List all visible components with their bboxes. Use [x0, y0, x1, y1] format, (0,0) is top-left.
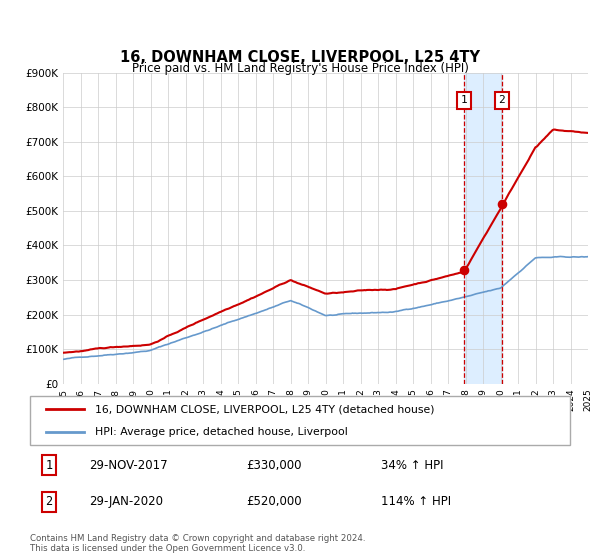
Point [497, 199, 507, 208]
Text: 1: 1 [461, 95, 467, 105]
Text: 16, DOWNHAM CLOSE, LIVERPOOL, L25 4TY: 16, DOWNHAM CLOSE, LIVERPOOL, L25 4TY [120, 50, 480, 64]
FancyBboxPatch shape [30, 396, 570, 445]
Text: 2: 2 [499, 95, 505, 105]
Text: 16, DOWNHAM CLOSE, LIVERPOOL, L25 4TY (detached house): 16, DOWNHAM CLOSE, LIVERPOOL, L25 4TY (d… [95, 404, 434, 414]
Text: £330,000: £330,000 [246, 459, 302, 472]
Text: 29-NOV-2017: 29-NOV-2017 [89, 459, 168, 472]
Text: 114% ↑ HPI: 114% ↑ HPI [381, 495, 451, 508]
Text: Contains HM Land Registry data © Crown copyright and database right 2024.: Contains HM Land Registry data © Crown c… [30, 534, 365, 543]
Point [459, 265, 469, 274]
Text: 1: 1 [46, 459, 52, 472]
Text: Price paid vs. HM Land Registry's House Price Index (HPI): Price paid vs. HM Land Registry's House … [131, 62, 469, 75]
Text: £520,000: £520,000 [246, 495, 302, 508]
Text: 34% ↑ HPI: 34% ↑ HPI [381, 459, 443, 472]
Text: HPI: Average price, detached house, Liverpool: HPI: Average price, detached house, Live… [95, 427, 347, 437]
Text: This data is licensed under the Open Government Licence v3.0.: This data is licensed under the Open Gov… [30, 544, 305, 553]
Bar [464, 73, 502, 384]
Text: 29-JAN-2020: 29-JAN-2020 [89, 495, 163, 508]
Text: 2: 2 [46, 495, 52, 508]
